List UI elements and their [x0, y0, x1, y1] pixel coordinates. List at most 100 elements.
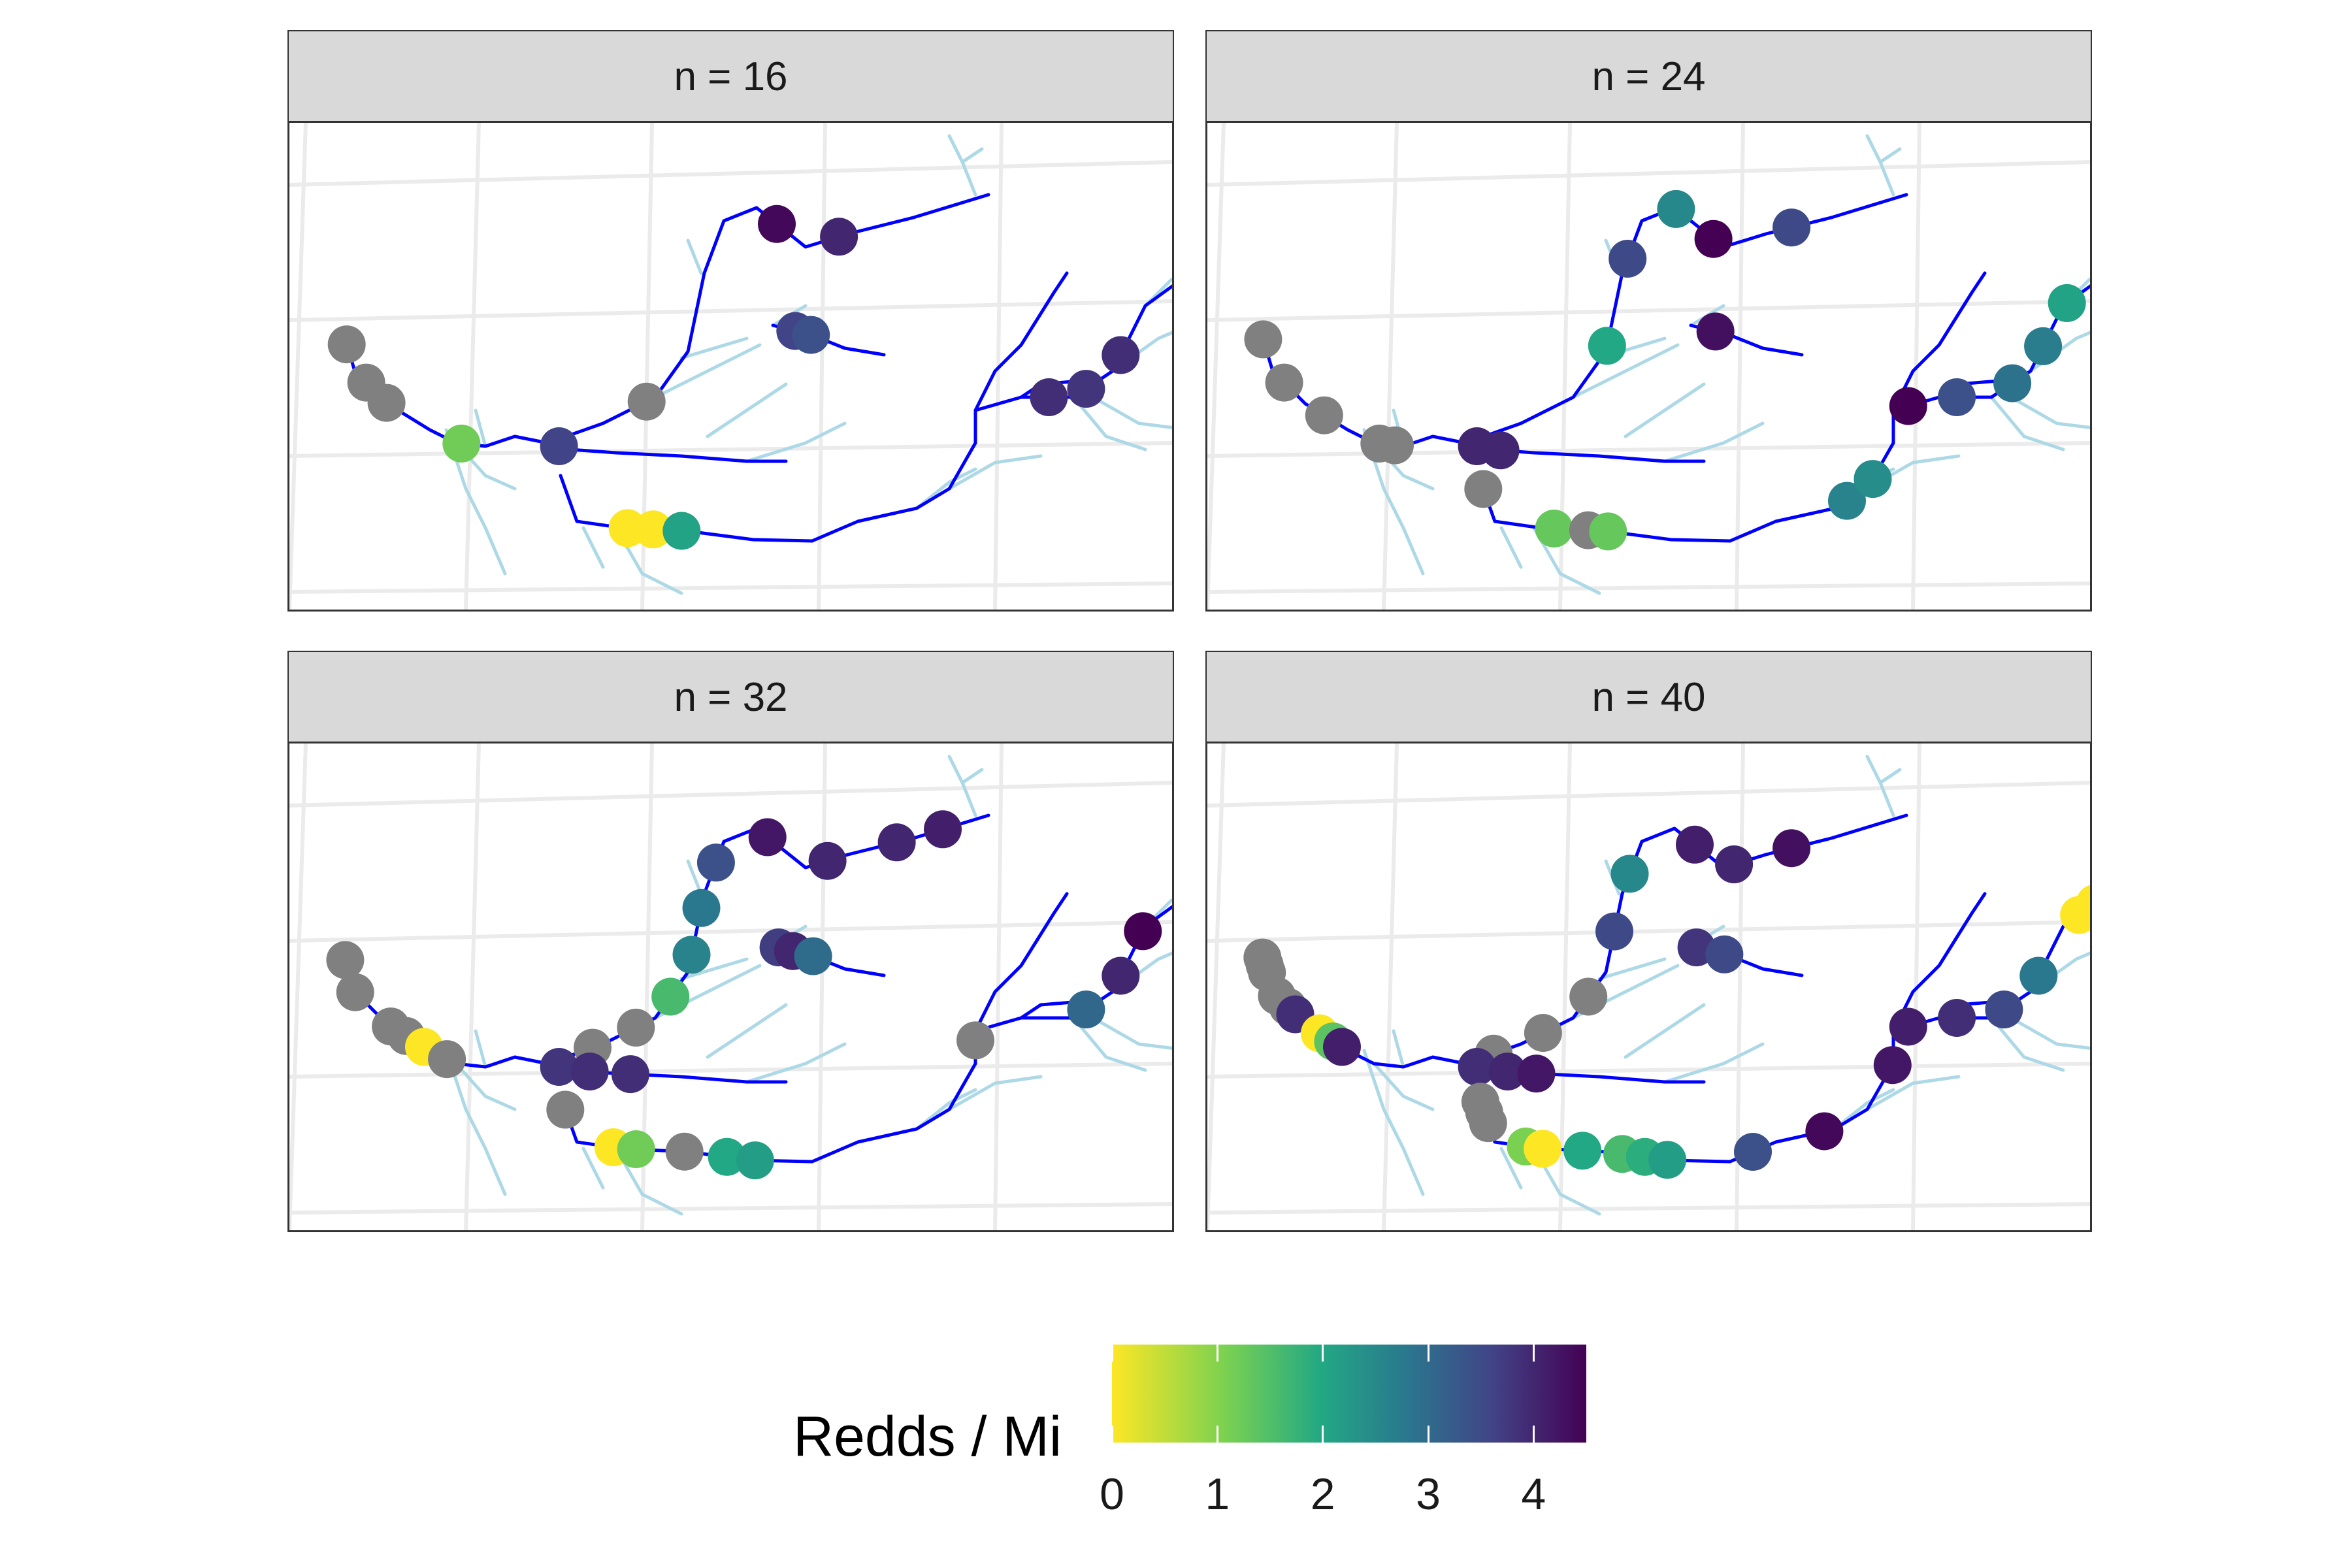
tributary-line — [1091, 1016, 1172, 1050]
map-area — [287, 742, 1174, 1232]
site-point — [611, 1055, 649, 1094]
site-point — [1772, 208, 1811, 247]
site-point — [2024, 327, 2063, 365]
graticule-line — [1207, 123, 1226, 610]
site-point — [2048, 284, 2086, 322]
site-point — [617, 1130, 655, 1168]
site-point — [1938, 378, 1976, 416]
graticule-line — [289, 299, 1172, 322]
site-point — [1124, 912, 1162, 951]
site-point — [1067, 370, 1105, 408]
site-point — [758, 204, 796, 243]
site-point — [1676, 825, 1714, 864]
site-point — [808, 841, 847, 880]
graticule-line — [1207, 743, 1226, 1230]
tributary-line — [745, 421, 847, 463]
site-point — [617, 1008, 655, 1047]
stream-network-map — [289, 743, 1172, 1230]
graticule-line — [1207, 1062, 2090, 1079]
facet-title: n = 24 — [1592, 54, 1706, 99]
site-point — [1481, 431, 1520, 470]
tributary-line — [1865, 1075, 1961, 1111]
graticule-line — [289, 781, 1172, 808]
site-point — [1938, 999, 1976, 1037]
site-point — [820, 218, 858, 256]
tributary-line — [1624, 382, 1706, 438]
site-point — [326, 941, 365, 979]
facet-panel-4: n = 40 — [1205, 651, 2092, 1232]
site-point — [696, 843, 735, 882]
graticule-line — [1207, 920, 2090, 943]
site-point — [1376, 426, 1414, 465]
graticule-line — [464, 743, 481, 1230]
facet-panel-1: n = 16 — [287, 30, 1174, 612]
site-point — [956, 1021, 994, 1060]
tributary-line — [1071, 1016, 1147, 1072]
site-point — [1993, 364, 2032, 402]
tributaries — [1362, 134, 2090, 595]
site-point — [1102, 956, 1140, 995]
site-point — [1535, 510, 1573, 547]
stream-line — [973, 938, 1039, 1033]
site-point — [1265, 363, 1303, 402]
tributary-line — [581, 526, 605, 569]
tributary-line — [1663, 421, 1765, 463]
tributary-line — [1091, 395, 1172, 429]
legend-title: Redds / Mi — [793, 1405, 1062, 1468]
graticule-line — [1382, 123, 1399, 610]
tributary-line — [581, 1147, 605, 1190]
tributary-line — [686, 238, 703, 275]
survey-sites — [326, 810, 1162, 1180]
tributary-line — [2009, 395, 2090, 429]
site-point — [1985, 990, 2023, 1029]
site-point — [1524, 1130, 1562, 1168]
legend-tick-label: 2 — [1310, 1469, 1335, 1519]
site-point — [877, 823, 916, 862]
facet-strip: n = 24 — [1205, 30, 2092, 122]
tributaries — [444, 755, 1172, 1216]
color-legend: Redds / Mi 0 1 2 3 4 — [784, 1333, 1633, 1529]
site-point — [367, 384, 406, 422]
site-point — [540, 1048, 578, 1086]
tributary-line — [454, 1062, 517, 1111]
site-point — [1854, 460, 1892, 498]
tributary-line — [745, 1042, 847, 1084]
site-point — [748, 818, 787, 857]
graticule-line — [1207, 781, 2090, 808]
graticule — [289, 743, 1172, 1230]
legend-tick — [1532, 1345, 1535, 1443]
legend-tick — [1216, 1345, 1218, 1443]
site-point — [2019, 956, 2058, 995]
graticule-line — [1735, 123, 1745, 610]
site-point — [792, 316, 830, 354]
site-point — [1694, 220, 1733, 258]
facet-title: n = 32 — [674, 675, 788, 720]
tributary-line — [1392, 1029, 1405, 1069]
site-point — [1469, 1104, 1507, 1143]
map-area — [287, 121, 1174, 612]
site-point — [1609, 240, 1647, 278]
site-point — [1873, 1046, 1912, 1085]
tributary-line — [1833, 1088, 1895, 1131]
site-point — [1030, 378, 1068, 416]
site-point — [1458, 1048, 1496, 1086]
tributary-line — [915, 467, 977, 510]
legend-tick-label: 0 — [1100, 1469, 1124, 1519]
facet-title: n = 40 — [1592, 675, 1706, 720]
tributary-line — [653, 343, 762, 399]
graticule-line — [817, 743, 827, 1230]
tributary-line — [1878, 768, 1902, 785]
site-point — [1648, 1141, 1687, 1179]
site-point — [1244, 320, 1282, 359]
site-point — [1524, 1014, 1562, 1052]
tributary-line — [1362, 1049, 1425, 1196]
survey-sites — [327, 204, 1140, 550]
graticule-line — [289, 920, 1172, 943]
site-point — [327, 325, 366, 364]
site-point — [794, 937, 832, 975]
legend-colorbar — [1112, 1345, 1586, 1443]
site-point — [442, 424, 481, 463]
stream-line — [1036, 271, 1069, 321]
tributary-line — [1597, 957, 1667, 981]
tributaries — [1362, 755, 2090, 1216]
